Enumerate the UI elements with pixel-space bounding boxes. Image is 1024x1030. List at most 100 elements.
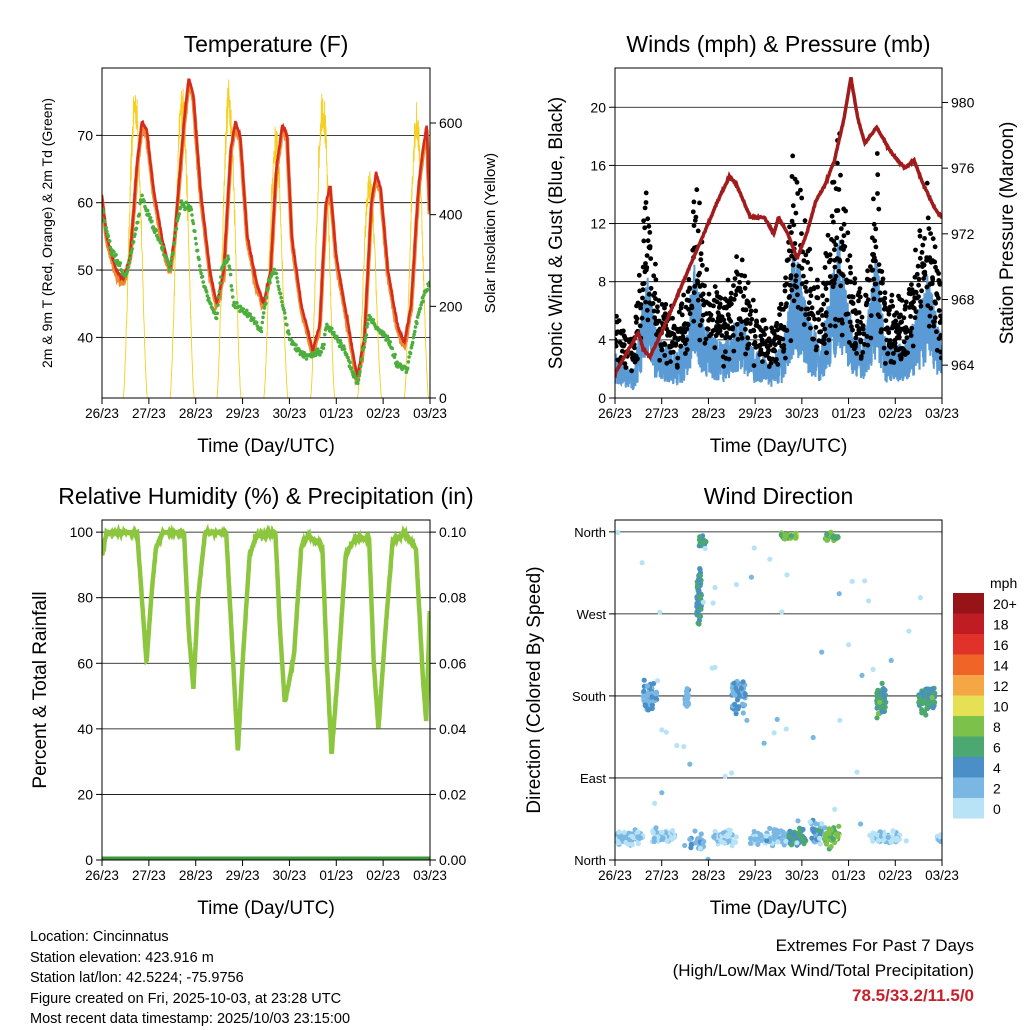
wind-direction-point — [906, 628, 912, 634]
gust-point — [824, 350, 829, 356]
gust-point — [848, 264, 853, 270]
gust-point — [920, 242, 926, 248]
gust-point — [781, 346, 787, 352]
gust-point — [916, 282, 921, 288]
wind-direction-point — [774, 716, 780, 723]
wind-direction-point — [651, 835, 657, 841]
gust-point — [689, 305, 695, 311]
gust-point — [645, 317, 651, 323]
gust-point — [789, 287, 795, 293]
dewpoint-point — [275, 280, 280, 284]
dewpoint-point — [133, 232, 137, 236]
gust-point — [837, 258, 843, 264]
dewpoint-point — [412, 332, 416, 337]
gust-point — [642, 225, 648, 231]
gust-point — [746, 341, 752, 347]
gust-point — [939, 317, 942, 323]
gust-point — [810, 313, 816, 318]
wind-direction-point — [742, 691, 748, 697]
dewpoint-point — [114, 253, 118, 257]
gust-point — [812, 316, 817, 322]
gust-point — [652, 290, 658, 296]
dewpoint-point — [313, 353, 318, 358]
dewpoint-point — [190, 219, 195, 223]
x-tick-label: 03/23 — [925, 868, 959, 883]
gust-point — [719, 333, 725, 338]
dewpoint-point — [148, 216, 153, 220]
gust-point — [644, 307, 650, 313]
location-text: Location: Cincinnatus — [30, 929, 169, 945]
gust-point — [926, 323, 932, 329]
wind-direction-point — [660, 835, 666, 841]
dewpoint-point — [286, 329, 291, 333]
sonic-wind-line — [615, 239, 942, 391]
gust-point — [651, 308, 657, 314]
gust-point — [726, 312, 731, 318]
legend-label: 10 — [993, 699, 1009, 715]
gust-point — [743, 307, 749, 313]
gust-point — [679, 301, 685, 307]
gust-point — [910, 343, 916, 349]
wind-direction-point — [874, 832, 881, 838]
dewpoint-point — [342, 344, 346, 348]
gust-point — [684, 337, 690, 343]
gust-point — [761, 317, 767, 323]
gust-point — [871, 221, 877, 227]
wind-direction-point — [653, 695, 659, 701]
wind-direction-point — [767, 556, 773, 562]
dewpoint-point — [346, 355, 350, 360]
wind-direction-point — [687, 836, 693, 842]
gust-point — [922, 272, 928, 278]
gust-point — [783, 275, 788, 281]
chart-title: Wind Direction — [704, 483, 854, 509]
gust-point — [791, 298, 797, 304]
dewpoint-point — [217, 289, 222, 294]
gust-point — [780, 336, 786, 342]
legend-label: 6 — [993, 740, 1001, 756]
dewpoint-point — [226, 257, 231, 261]
dewpoint-point — [304, 357, 309, 361]
gust-point — [695, 279, 701, 285]
wind-direction-point — [700, 599, 706, 605]
gust-point — [794, 284, 799, 290]
dewpoint-point — [410, 340, 415, 345]
wind-direction-point — [692, 828, 698, 834]
legend-label: 14 — [993, 658, 1009, 674]
panel-2: Winds (mph) & Pressure (mb) 0 4 8 12 16 20 964 9… — [546, 31, 1018, 457]
x-axis-title: Time (Day/UTC) — [710, 436, 848, 457]
wind-direction-point — [763, 833, 769, 839]
dewpoint-point — [407, 355, 411, 359]
wind-direction-point — [734, 697, 741, 703]
y-right-tick-label: 0.02 — [439, 786, 466, 802]
gust-point — [686, 277, 692, 282]
gust-point — [787, 294, 793, 299]
wind-direction-point — [824, 531, 830, 538]
dewpoint-point — [105, 229, 109, 234]
gust-point — [806, 316, 812, 322]
gust-point — [857, 294, 863, 300]
dewpoint-point — [427, 280, 430, 285]
wind-direction-point — [684, 686, 690, 692]
gust-point — [815, 284, 820, 290]
wind-direction-point — [685, 692, 691, 698]
y-right-tick-label: 200 — [439, 298, 463, 314]
gust-point — [687, 285, 693, 291]
y-tick-label: 20 — [77, 786, 93, 802]
gust-point — [863, 293, 869, 298]
gust-point — [803, 285, 808, 290]
gust-point — [687, 311, 693, 317]
gust-point — [799, 231, 804, 237]
gust-point — [924, 284, 930, 290]
wind-direction-point — [867, 832, 873, 839]
gust-point — [936, 308, 942, 313]
dewpoint-point — [344, 352, 349, 357]
y-axis-title: Sonic Wind & Gust (Blue, Black) — [546, 97, 567, 369]
gust-point — [903, 299, 909, 305]
dewpoint-point — [214, 316, 219, 321]
y-tick-label: 0 — [85, 852, 93, 868]
dewpoint-point — [282, 311, 287, 315]
gust-point — [821, 341, 827, 346]
dewpoint-point — [348, 360, 352, 365]
x-tick-label: 01/23 — [832, 406, 866, 421]
gust-point — [758, 347, 764, 353]
